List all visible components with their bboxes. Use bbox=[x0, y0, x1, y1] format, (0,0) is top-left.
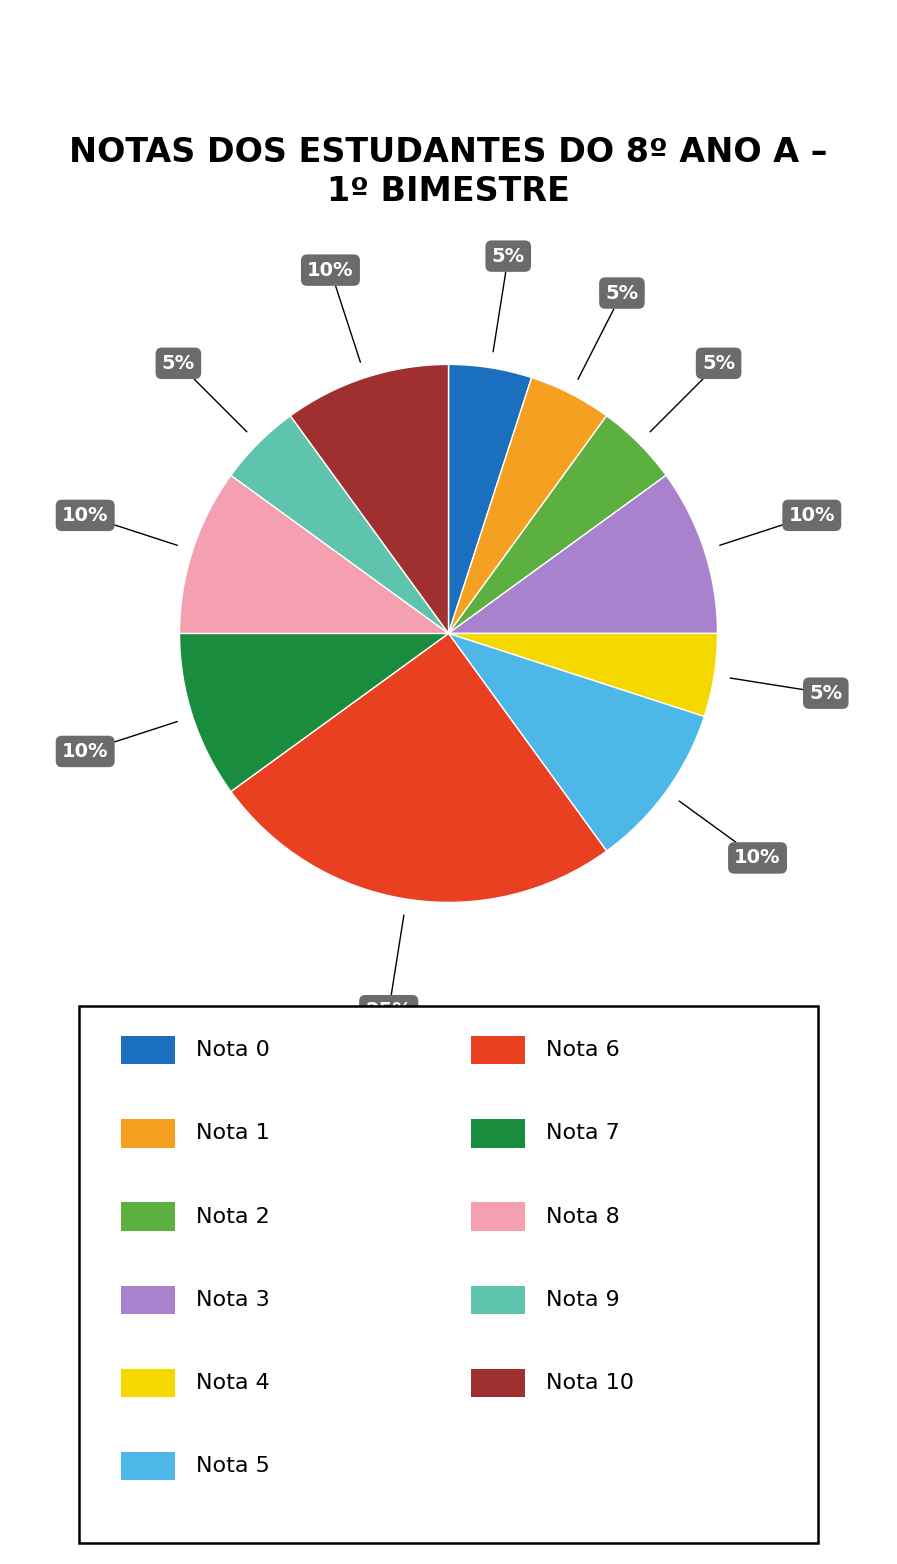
Text: Nota 3: Nota 3 bbox=[196, 1290, 270, 1309]
FancyBboxPatch shape bbox=[121, 1203, 175, 1231]
FancyBboxPatch shape bbox=[121, 1286, 175, 1314]
Text: 25%: 25% bbox=[365, 915, 412, 1020]
Text: 10%: 10% bbox=[62, 505, 178, 546]
Text: 10%: 10% bbox=[679, 801, 780, 868]
Wedge shape bbox=[291, 364, 448, 633]
Text: 10%: 10% bbox=[307, 261, 361, 363]
Text: Nota 6: Nota 6 bbox=[546, 1040, 620, 1060]
Wedge shape bbox=[231, 633, 606, 902]
Wedge shape bbox=[448, 475, 718, 633]
Text: Nota 0: Nota 0 bbox=[196, 1040, 270, 1060]
Text: Nota 10: Nota 10 bbox=[546, 1373, 634, 1394]
FancyBboxPatch shape bbox=[79, 1007, 818, 1542]
Wedge shape bbox=[448, 633, 704, 851]
Wedge shape bbox=[179, 633, 448, 791]
Text: Nota 8: Nota 8 bbox=[546, 1207, 620, 1226]
Text: Nota 5: Nota 5 bbox=[196, 1456, 270, 1476]
Wedge shape bbox=[231, 416, 448, 633]
FancyBboxPatch shape bbox=[471, 1286, 526, 1314]
Wedge shape bbox=[448, 633, 718, 716]
FancyBboxPatch shape bbox=[471, 1120, 526, 1148]
Text: Nota 7: Nota 7 bbox=[546, 1123, 620, 1143]
Text: NOTAS DOS ESTUDANTES DO 8º ANO A –
1º BIMESTRE: NOTAS DOS ESTUDANTES DO 8º ANO A – 1º BI… bbox=[69, 136, 828, 208]
Text: Nota 1: Nota 1 bbox=[196, 1123, 270, 1143]
Wedge shape bbox=[448, 416, 666, 633]
FancyBboxPatch shape bbox=[121, 1451, 175, 1481]
Wedge shape bbox=[179, 475, 448, 633]
FancyBboxPatch shape bbox=[121, 1120, 175, 1148]
Text: 10%: 10% bbox=[719, 505, 835, 546]
Text: 5%: 5% bbox=[492, 247, 525, 352]
FancyBboxPatch shape bbox=[471, 1035, 526, 1065]
Text: 5%: 5% bbox=[161, 353, 247, 432]
Text: 5%: 5% bbox=[578, 283, 639, 380]
FancyBboxPatch shape bbox=[471, 1203, 526, 1231]
Text: 10%: 10% bbox=[62, 721, 178, 762]
Wedge shape bbox=[448, 364, 532, 633]
Text: Nota 9: Nota 9 bbox=[546, 1290, 620, 1309]
Wedge shape bbox=[448, 377, 606, 633]
Text: Nota 4: Nota 4 bbox=[196, 1373, 270, 1394]
Text: 5%: 5% bbox=[650, 353, 736, 432]
FancyBboxPatch shape bbox=[121, 1368, 175, 1397]
Text: 5%: 5% bbox=[730, 679, 842, 702]
FancyBboxPatch shape bbox=[121, 1035, 175, 1065]
FancyBboxPatch shape bbox=[471, 1368, 526, 1397]
Text: Nota 2: Nota 2 bbox=[196, 1207, 270, 1226]
